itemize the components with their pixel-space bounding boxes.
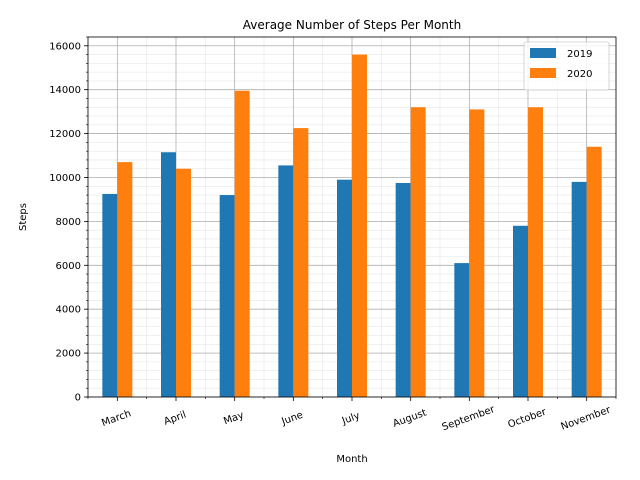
y-tick-label: 2000 — [56, 349, 81, 360]
bar-2019-may — [219, 195, 235, 397]
bar-2019-april — [161, 152, 176, 397]
bar-2020-september — [469, 109, 485, 397]
bars — [102, 54, 602, 398]
bar-2019-march — [102, 193, 118, 397]
bar-2020-may — [234, 90, 250, 397]
bar-2020-april — [176, 168, 191, 397]
legend-swatch — [530, 68, 556, 78]
x-tick-label: September — [441, 404, 498, 434]
x-tick-label: June — [279, 410, 304, 428]
bar-2019-november — [571, 181, 587, 397]
chart-title: Average Number of Steps Per Month — [243, 18, 461, 32]
y-axis-label: Steps — [18, 203, 29, 231]
y-tick-label: 0 — [75, 393, 81, 404]
x-tick-label: November — [559, 404, 612, 432]
x-axis: March April May June July August September Octo… — [87, 397, 617, 434]
bar-2019-july — [337, 179, 352, 397]
y-tick-label: 6000 — [56, 261, 81, 272]
x-tick-label: March — [100, 408, 132, 429]
x-tick-label: April — [163, 410, 188, 428]
x-axis-label: Month — [336, 454, 367, 465]
x-tick-label: August — [391, 407, 428, 429]
y-tick-label: 4000 — [56, 305, 81, 316]
x-tick-label: July — [340, 410, 362, 427]
y-tick-label: 10000 — [49, 173, 81, 184]
bar-2020-november — [586, 146, 602, 397]
legend-label: 2020 — [567, 69, 592, 80]
y-axis: 0 2000 4000 6000 8000 10000 12000 14000 16000 — [49, 36, 88, 404]
bar-2019-august — [395, 182, 411, 397]
legend-label: 2019 — [567, 49, 592, 60]
x-tick-label: October — [506, 406, 548, 430]
legend-swatch — [530, 48, 556, 58]
y-tick-label: 14000 — [49, 85, 81, 96]
bar-2020-june — [293, 128, 309, 397]
bar-2019-september — [454, 263, 470, 397]
y-tick-label: 8000 — [56, 217, 81, 228]
bar-2020-october — [528, 107, 543, 398]
bar-2019-october — [513, 225, 528, 397]
bar-2020-march — [117, 162, 133, 397]
bar-2020-august — [410, 107, 426, 398]
x-tick-label: May — [222, 410, 245, 427]
y-tick-label: 16000 — [49, 41, 81, 52]
bar-2019-june — [278, 165, 294, 397]
bar-2020-july — [352, 54, 367, 397]
y-tick-label: 12000 — [49, 129, 81, 140]
legend: 2019 2020 — [523, 41, 610, 91]
